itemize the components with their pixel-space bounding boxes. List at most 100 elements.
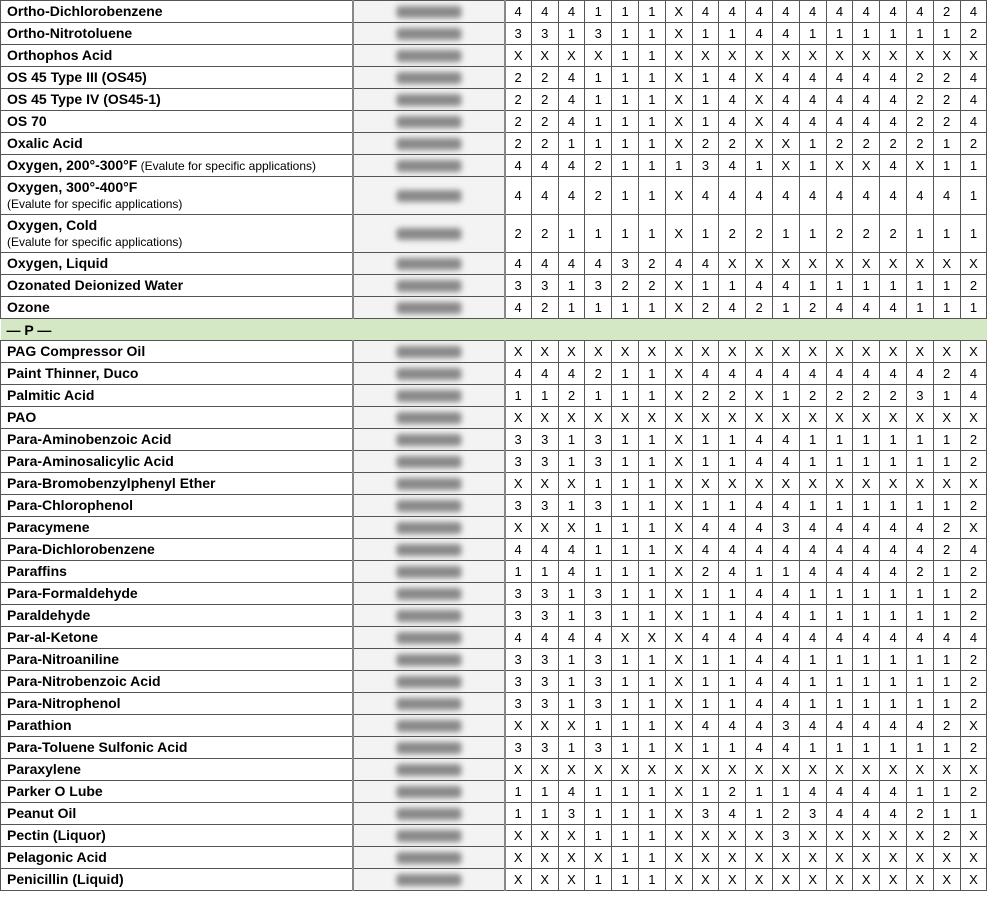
rating-cell: X: [799, 407, 826, 429]
rating-cell: 2: [612, 275, 639, 297]
rating-cell: 4: [505, 297, 532, 319]
rating-cell: 4: [558, 627, 585, 649]
rating-cell: 1: [531, 781, 558, 803]
rating-cell: 1: [960, 155, 987, 177]
rating-cell: 3: [505, 451, 532, 473]
rating-cell: 4: [558, 111, 585, 133]
redacted-cell: [353, 275, 505, 297]
blur-icon: [396, 500, 461, 512]
rating-cell: X: [772, 341, 799, 363]
rating-cell: X: [799, 253, 826, 275]
chemical-name-text: Ozone: [7, 299, 50, 315]
rating-cell: X: [826, 253, 853, 275]
redacted-cell: [353, 825, 505, 847]
rating-cell: X: [826, 847, 853, 869]
rating-cell: 1: [638, 155, 665, 177]
table-row: Par-al-Ketone4444XXX44444444444: [1, 627, 987, 649]
redacted-cell: [353, 111, 505, 133]
rating-cell: 1: [799, 155, 826, 177]
rating-cell: 1: [585, 473, 612, 495]
chemical-name: Para-Aminobenzoic Acid: [1, 429, 353, 451]
chemical-name: Penicillin (Liquid): [1, 869, 353, 891]
rating-cell: 4: [826, 363, 853, 385]
rating-cell: 1: [906, 215, 933, 253]
rating-cell: 1: [853, 671, 880, 693]
rating-cell: X: [665, 803, 692, 825]
rating-cell: X: [665, 133, 692, 155]
chemical-name: OS 45 Type IV (OS45-1): [1, 89, 353, 111]
chemical-name-text: Para-Aminobenzoic Acid: [7, 431, 171, 447]
rating-cell: 1: [558, 671, 585, 693]
rating-cell: 2: [719, 781, 746, 803]
rating-cell: 1: [906, 671, 933, 693]
rating-cell: 1: [719, 693, 746, 715]
table-row: Pectin (Liquor)XXX111XXXX3XXXXX2X: [1, 825, 987, 847]
table-row: Oxalic Acid221111X22XX1222212: [1, 133, 987, 155]
rating-cell: 1: [558, 429, 585, 451]
rating-cell: 1: [585, 297, 612, 319]
rating-cell: 1: [585, 781, 612, 803]
rating-cell: 1: [853, 495, 880, 517]
rating-cell: 1: [692, 67, 719, 89]
rating-cell: X: [665, 23, 692, 45]
rating-cell: X: [906, 407, 933, 429]
rating-cell: X: [665, 605, 692, 627]
rating-cell: 4: [772, 649, 799, 671]
rating-cell: 1: [531, 561, 558, 583]
rating-cell: X: [531, 869, 558, 891]
chemical-name: Parathion: [1, 715, 353, 737]
rating-cell: 1: [826, 693, 853, 715]
rating-cell: 2: [933, 89, 960, 111]
rating-cell: 2: [960, 133, 987, 155]
rating-cell: X: [505, 45, 532, 67]
rating-cell: 1: [692, 671, 719, 693]
rating-cell: 4: [719, 539, 746, 561]
rating-cell: 4: [880, 715, 907, 737]
rating-cell: 4: [799, 67, 826, 89]
blur-icon: [396, 478, 461, 490]
rating-cell: 1: [612, 649, 639, 671]
chemical-name-text: Parker O Lube: [7, 783, 103, 799]
rating-cell: 4: [880, 561, 907, 583]
rating-cell: 1: [853, 23, 880, 45]
rating-cell: 1: [638, 517, 665, 539]
rating-cell: 1: [746, 781, 773, 803]
rating-cell: 3: [612, 253, 639, 275]
rating-cell: 1: [799, 451, 826, 473]
blur-icon: [396, 280, 461, 292]
rating-cell: 1: [612, 23, 639, 45]
rating-cell: X: [558, 825, 585, 847]
rating-cell: 3: [505, 671, 532, 693]
rating-cell: X: [531, 341, 558, 363]
blur-icon: [396, 390, 461, 402]
rating-cell: 4: [719, 297, 746, 319]
rating-cell: X: [746, 407, 773, 429]
chemical-name: Parker O Lube: [1, 781, 353, 803]
rating-cell: X: [826, 341, 853, 363]
rating-cell: X: [799, 825, 826, 847]
rating-cell: X: [665, 429, 692, 451]
rating-cell: 1: [933, 215, 960, 253]
table-row: ParathionXXX111X4443444442X: [1, 715, 987, 737]
redacted-cell: [353, 341, 505, 363]
rating-cell: X: [906, 253, 933, 275]
rating-cell: 4: [853, 67, 880, 89]
table-row: Paint Thinner, Duco444211X44444444424: [1, 363, 987, 385]
rating-cell: 1: [772, 297, 799, 319]
rating-cell: X: [505, 341, 532, 363]
rating-cell: 1: [692, 215, 719, 253]
table-row: Orthophos AcidXXXX11XXXXXXXXXXXX: [1, 45, 987, 67]
rating-cell: 3: [531, 649, 558, 671]
rating-cell: 4: [558, 363, 585, 385]
rating-cell: 4: [880, 89, 907, 111]
table-row: Pelagonic AcidXXXX11XXXXXXXXXXXX: [1, 847, 987, 869]
rating-cell: 4: [853, 539, 880, 561]
rating-cell: 2: [531, 89, 558, 111]
rating-cell: 4: [960, 89, 987, 111]
rating-cell: X: [505, 473, 532, 495]
rating-cell: 4: [772, 275, 799, 297]
chemical-name: Para-Dichlorobenzene: [1, 539, 353, 561]
rating-cell: 1: [638, 847, 665, 869]
rating-cell: X: [505, 759, 532, 781]
redacted-cell: [353, 45, 505, 67]
